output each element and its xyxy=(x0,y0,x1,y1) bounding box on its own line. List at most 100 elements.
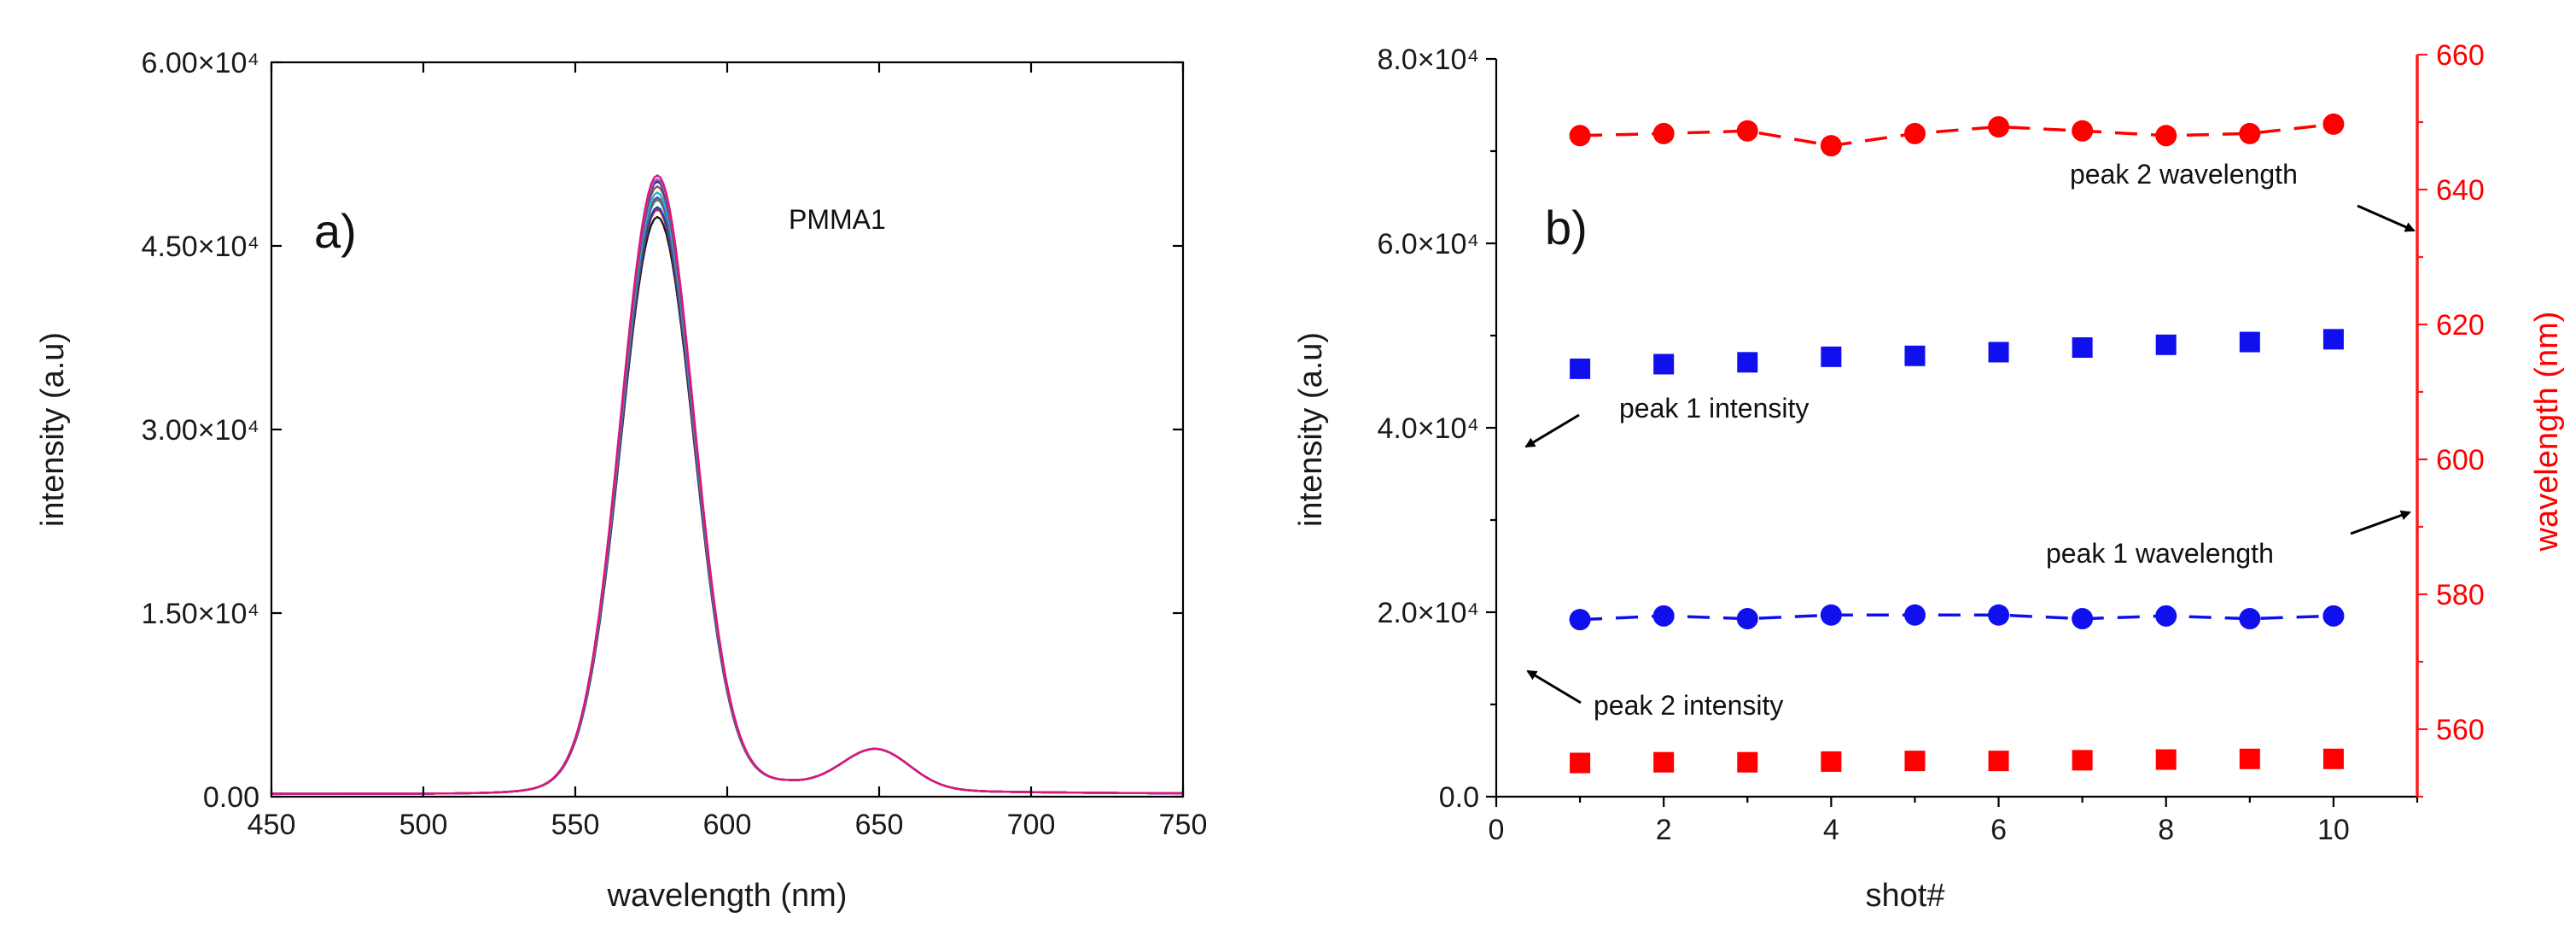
spectrum-line-shot-6 xyxy=(271,191,1183,795)
point-peak-2-intensity xyxy=(2239,608,2261,630)
panel-b-ticks: 0 2 4 6 8 10 0.0 2.0×10⁴ 4.0×10⁴ 6.0×10⁴ 8.0×10⁴ 56… xyxy=(1377,39,2484,846)
panel-b-x-tick-label: 2 xyxy=(1656,814,1672,846)
panel-b-y-axis-title: intensity (a.u) xyxy=(1293,332,1329,527)
panel-b-y2-tick-label: 560 xyxy=(2436,714,2485,746)
panel-b-y2-tick-label: 600 xyxy=(2436,444,2485,476)
panel-a-y-tick-label: 1.50×10⁴ xyxy=(142,598,259,630)
panel-b-y-tick-label: 2.0×10⁴ xyxy=(1377,597,1479,629)
point-peak-1-wavelength xyxy=(1904,751,1926,772)
point-peak-1-wavelength xyxy=(1653,751,1675,773)
panel-b-x-tick-label: 6 xyxy=(1990,814,2007,846)
panel-b-y2-tick-label: 620 xyxy=(2436,309,2485,342)
point-peak-2-wavelength xyxy=(2155,125,2177,147)
arrow-peak-2-intensity xyxy=(1526,669,1582,704)
panel-a-y-tick-label: 0.00 xyxy=(203,781,259,814)
spectrum-line-shot-9 xyxy=(271,178,1183,795)
point-peak-2-wavelength xyxy=(1988,116,2010,138)
point-peak-1-intensity xyxy=(1653,354,1675,375)
point-peak-2-wavelength xyxy=(2322,113,2345,135)
point-peak-2-intensity xyxy=(2322,605,2345,627)
series-peak-1-wavelength xyxy=(1570,748,2344,774)
point-peak-2-intensity xyxy=(2072,608,2094,630)
annotation-peak-2-intensity: peak 2 intensity xyxy=(1594,690,1783,721)
panel-b-y2-axis-title: wavelength (nm) xyxy=(2529,312,2565,552)
point-peak-2-intensity xyxy=(1903,604,1926,626)
panel-b-y2-tick-label: 580 xyxy=(2436,579,2485,611)
series-peak-2-intensity xyxy=(1569,604,2345,631)
panel-b: 0 2 4 6 8 10 0.0 2.0×10⁴ 4.0×10⁴ 6.0×10⁴ 8.0×10⁴ 56… xyxy=(1293,39,2565,914)
panel-a-x-axis-title: wavelength (nm) xyxy=(607,878,848,914)
point-peak-2-intensity xyxy=(1988,604,2010,626)
point-peak-2-intensity xyxy=(1569,609,1591,631)
point-peak-2-intensity xyxy=(2155,605,2177,627)
annotation-peak-1-intensity: peak 1 intensity xyxy=(1619,393,1809,424)
point-peak-2-intensity xyxy=(1820,604,1842,626)
panel-a: 450 500 550 600 650 700 750 0.00 1.50×10⁴ 3.00×10… xyxy=(35,47,1207,914)
panel-b-series-group xyxy=(1569,113,2345,774)
panel-a-ticks: 450 500 550 600 650 700 750 0.00 1.50×10⁴ 3.00×10… xyxy=(142,47,1208,841)
point-peak-1-wavelength xyxy=(2155,749,2177,770)
panel-b-y-tick-label: 6.0×10⁴ xyxy=(1377,228,1479,260)
panel-a-y-tick-label: 3.00×10⁴ xyxy=(142,414,259,447)
series-line-peak-2-intensity xyxy=(1580,613,2334,622)
panel-b-x-axis-title: shot# xyxy=(1866,878,1945,914)
panel-a-x-tick-label: 450 xyxy=(248,809,296,841)
series-peak-1-intensity xyxy=(1570,329,2344,379)
point-peak-1-intensity xyxy=(1988,342,2009,363)
point-peak-2-intensity xyxy=(1652,605,1675,627)
panel-a-x-tick-label: 750 xyxy=(1159,809,1208,841)
point-peak-2-wavelength xyxy=(2072,120,2094,142)
panel-a-annotation: PMMA1 xyxy=(789,204,886,235)
point-peak-1-intensity xyxy=(1904,345,1926,366)
point-peak-1-wavelength xyxy=(1737,751,1758,773)
panel-a-series-group xyxy=(271,173,1183,795)
spectrum-line-shot-4 xyxy=(271,198,1183,795)
series-peak-2-wavelength xyxy=(1569,113,2345,157)
point-peak-2-wavelength xyxy=(1652,122,1675,144)
panel-a-y-tick-label: 4.50×10⁴ xyxy=(142,231,259,263)
arrow-peak-1-wavelength xyxy=(2350,510,2411,535)
arrow-peak-2-wavelength xyxy=(2357,204,2416,232)
point-peak-2-wavelength xyxy=(1903,122,1926,144)
panel-a-label: a) xyxy=(314,204,357,258)
point-peak-1-intensity xyxy=(1737,352,1758,373)
panel-a-x-tick-label: 500 xyxy=(399,809,448,841)
annotation-peak-2-wavelength: peak 2 wavelength xyxy=(2070,159,2298,190)
panel-a-x-tick-label: 600 xyxy=(703,809,752,841)
panel-b-x-tick-label: 0 xyxy=(1489,814,1505,846)
spectrum-line-shot-3 xyxy=(271,206,1183,795)
point-peak-1-wavelength xyxy=(1988,751,2009,772)
panel-a-x-tick-label: 650 xyxy=(855,809,904,841)
series-line-peak-2-wavelength xyxy=(1580,122,2334,148)
point-peak-2-wavelength xyxy=(1820,135,1842,157)
panel-b-y2-tick-label: 640 xyxy=(2436,174,2485,207)
arrow-peak-1-intensity xyxy=(1524,413,1580,448)
point-peak-1-wavelength xyxy=(1570,752,1591,774)
point-peak-1-wavelength xyxy=(2072,750,2093,771)
panel-b-label: b) xyxy=(1545,201,1588,254)
point-peak-2-wavelength xyxy=(1569,125,1591,147)
panel-b-y-tick-label: 0.0 xyxy=(1439,781,1479,814)
panel-b-x-tick-label: 8 xyxy=(2158,814,2174,846)
spectrum-line-shot-10 xyxy=(271,173,1183,795)
point-peak-1-intensity xyxy=(2322,329,2344,350)
point-peak-1-intensity xyxy=(2072,337,2093,359)
panel-a-y-tick-label: 6.00×10⁴ xyxy=(142,47,259,79)
panel-a-x-tick-label: 700 xyxy=(1007,809,1056,841)
spectrum-line-shot-2 xyxy=(271,208,1183,795)
annotation-peak-1-wavelength: peak 1 wavelength xyxy=(2046,538,2274,569)
point-peak-2-wavelength xyxy=(1736,120,1758,142)
spectrum-line-shot-5 xyxy=(271,196,1183,795)
panel-a-x-tick-label: 550 xyxy=(551,809,600,841)
panel-b-x-tick-label: 10 xyxy=(2317,814,2350,846)
spectrum-line-shot-1 xyxy=(271,215,1183,795)
panel-b-y2-tick-label: 660 xyxy=(2436,39,2485,72)
point-peak-1-wavelength xyxy=(2322,748,2344,769)
point-peak-1-intensity xyxy=(2239,331,2260,353)
point-peak-1-wavelength xyxy=(2239,748,2260,769)
point-peak-1-wavelength xyxy=(1821,751,1842,772)
panel-a-y-axis-title: intensity (a.u) xyxy=(35,332,71,527)
point-peak-2-wavelength xyxy=(2239,122,2261,144)
